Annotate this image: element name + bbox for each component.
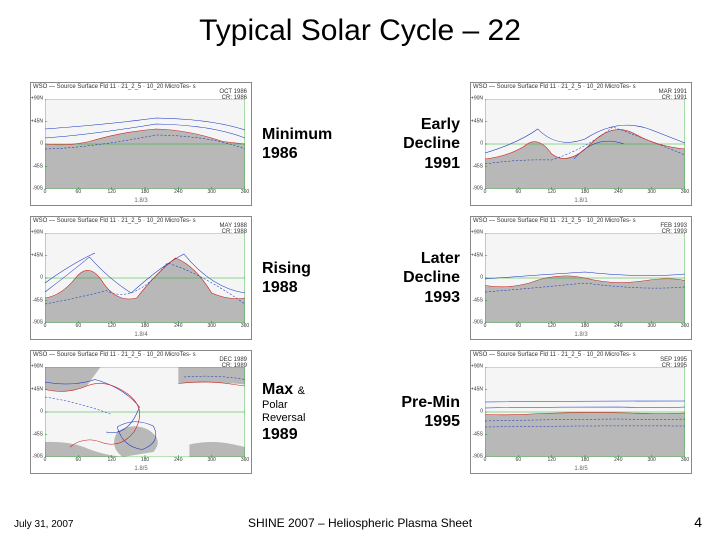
label-later-decline: LaterDecline1993	[364, 216, 464, 340]
plot-body	[45, 233, 245, 323]
y-axis: -90S-45S0+45N+90N	[31, 367, 45, 457]
label-max: Max & Polar Reversal 1989	[258, 350, 358, 474]
y-axis: -90S-45S0+45N+90N	[471, 99, 485, 189]
plot-body	[485, 99, 685, 189]
plot-panel: WSO — Source Surface Fld 11 · 21_2_5 · 1…	[30, 216, 252, 340]
plot-panel: WSO — Source Surface Fld 11 · 21_2_5 · 1…	[470, 216, 692, 340]
plot-body	[485, 233, 685, 323]
x-label: 1.8/4	[31, 332, 251, 338]
page-title: Typical Solar Cycle – 22	[0, 0, 720, 48]
y-axis: -90S-45S0+45N+90N	[471, 367, 485, 457]
x-label: 1.8/1	[471, 198, 691, 204]
plot-panel: WSO — Source Surface Fld 11 · 21_2_5 · 1…	[470, 82, 692, 206]
footer-title: SHINE 2007 – Heliospheric Plasma Sheet	[0, 516, 720, 530]
plot-body	[45, 99, 245, 189]
label-premin: Pre-Min1995	[364, 350, 464, 474]
x-label: 1.8/3	[31, 198, 251, 204]
x-label: 1.8/3	[471, 332, 691, 338]
plot-body	[45, 367, 245, 457]
label-early-decline: EarlyDecline1991	[364, 82, 464, 206]
plot-header: WSO — Source Surface Fld 11 · 21_2_5 · 1…	[31, 83, 251, 91]
page-number: 4	[694, 514, 702, 530]
x-label: 1.8/5	[31, 466, 251, 472]
plot-header: WSO — Source Surface Fld 11 · 21_2_5 · 1…	[31, 217, 251, 225]
x-label: 1.8/5	[471, 466, 691, 472]
plot-panel: WSO — Source Surface Fld 11 · 21_2_5 · 1…	[30, 82, 252, 206]
plot-header: WSO — Source Surface Fld 11 · 21_2_5 · 1…	[31, 351, 251, 359]
plot-panel: WSO — Source Surface Fld 11 · 21_2_5 · 1…	[30, 350, 252, 474]
y-axis: -90S-45S0+45N+90N	[31, 99, 45, 189]
label-rising: Rising1988	[258, 216, 358, 340]
plot-panel: WSO — Source Surface Fld 11 · 21_2_5 · 1…	[470, 350, 692, 474]
plot-header: WSO — Source Surface Fld 11 · 21_2_5 · 1…	[471, 217, 691, 225]
plot-body	[485, 367, 685, 457]
y-axis: -90S-45S0+45N+90N	[471, 233, 485, 323]
plot-header: WSO — Source Surface Fld 11 · 21_2_5 · 1…	[471, 351, 691, 359]
label-minimum: Minimum1986	[258, 82, 358, 206]
y-axis: -90S-45S0+45N+90N	[31, 233, 45, 323]
plot-grid: WSO — Source Surface Fld 11 · 21_2_5 · 1…	[30, 82, 692, 482]
